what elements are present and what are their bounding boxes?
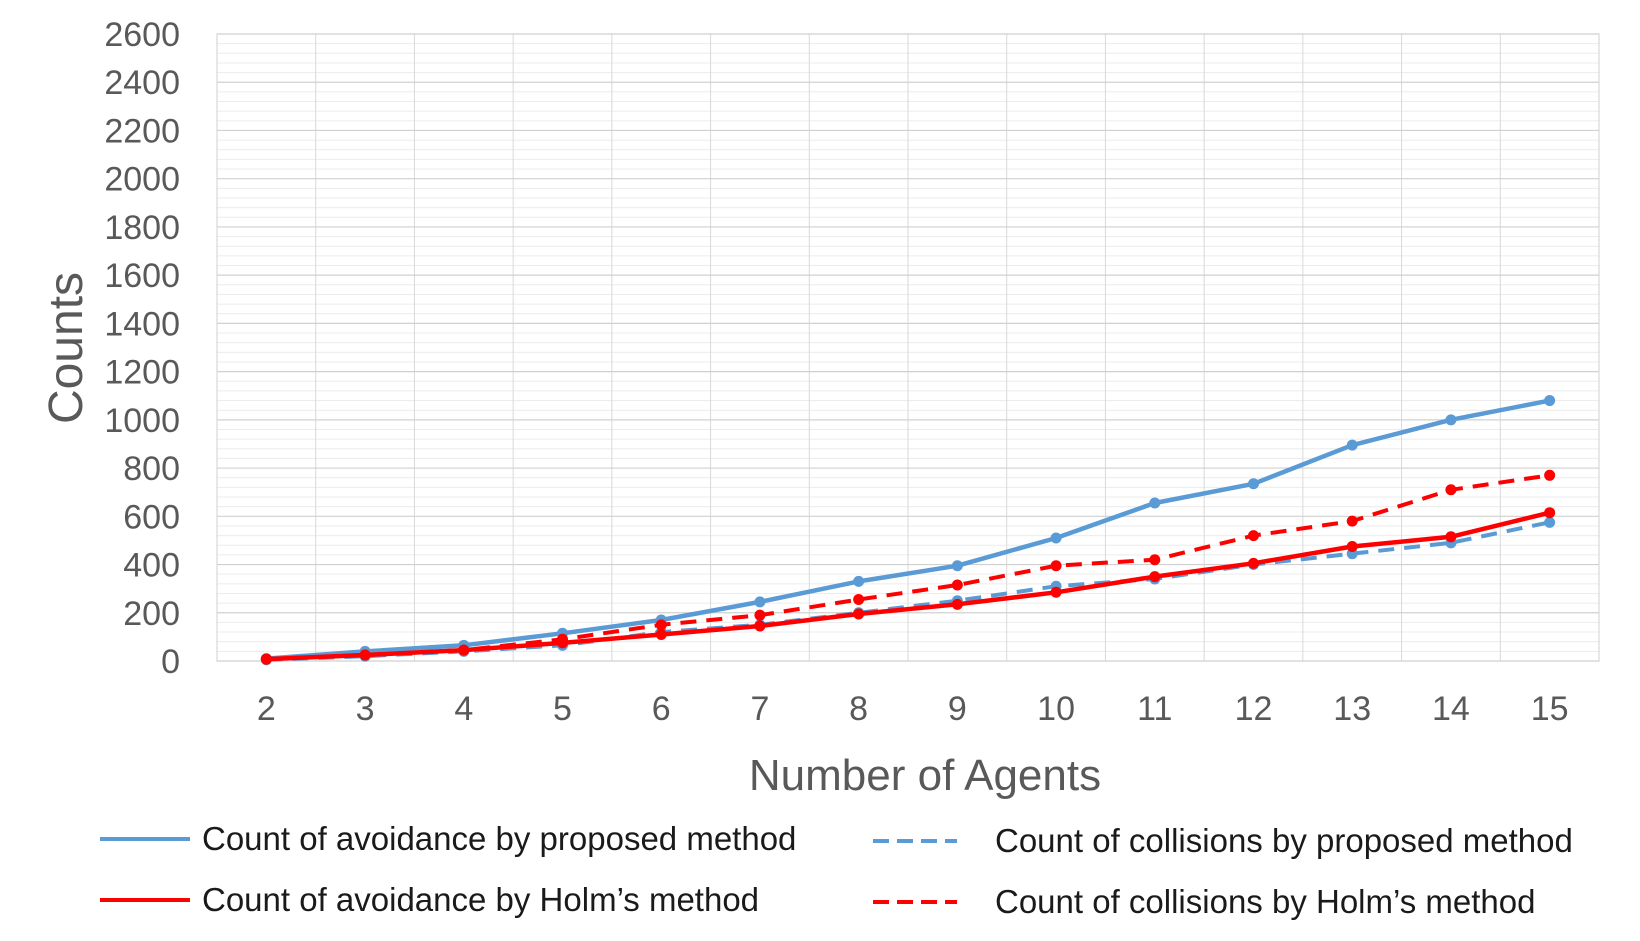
y-tick-label: 200: [123, 595, 180, 633]
data-point: [1050, 532, 1062, 544]
data-point: [951, 598, 963, 610]
data-point: [754, 609, 766, 621]
x-tick-label: 15: [1531, 690, 1569, 728]
data-point: [951, 579, 963, 591]
data-point: [951, 560, 963, 572]
x-axis-ticks: 2 3 4 5 6 7 8 9 10 11 12 13 14 15: [257, 690, 1569, 728]
data-point: [1346, 515, 1358, 527]
data-point: [1149, 497, 1161, 509]
y-tick-label: 1800: [104, 209, 180, 247]
y-axis-ticks: 0 200 400 600 800 1000 1200 1400 1600 1800 2000 220…: [104, 16, 180, 681]
data-point: [1248, 478, 1259, 490]
data-point: [1149, 571, 1161, 583]
data-point: [853, 608, 865, 620]
y-tick-label: 1000: [104, 402, 180, 440]
y-tick-label: 1200: [104, 354, 180, 392]
data-point: [1346, 439, 1358, 451]
data-point: [260, 653, 272, 665]
data-point: [1050, 586, 1062, 598]
data-point: [1544, 507, 1556, 519]
data-point: [1149, 554, 1161, 566]
x-tick-label: 13: [1333, 690, 1371, 728]
series-lines: [260, 395, 1556, 666]
data-point: [1248, 530, 1259, 542]
data-point: [1445, 484, 1457, 496]
series-line: [266, 398, 1551, 661]
data-point: [655, 628, 667, 640]
y-tick-label: 2600: [104, 16, 180, 54]
data-point: [1050, 560, 1062, 572]
y-tick-label: 400: [123, 547, 180, 585]
data-point: [754, 596, 766, 608]
data-point: [1445, 414, 1457, 426]
data-point: [359, 649, 371, 661]
y-tick-label: 1400: [104, 305, 180, 343]
data-point: [1248, 557, 1259, 569]
plot-area-border: [216, 33, 1600, 662]
x-tick-label: 8: [849, 690, 868, 728]
x-tick-label: 11: [1137, 690, 1172, 728]
y-tick-label: 1600: [104, 257, 180, 295]
y-tick-label: 2200: [104, 112, 180, 150]
x-tick-label: 6: [652, 690, 671, 728]
x-tick-label: 3: [356, 690, 375, 728]
data-point: [1544, 395, 1556, 407]
data-point: [1544, 516, 1556, 528]
data-point: [557, 633, 568, 645]
data-point: [1544, 469, 1556, 481]
x-tick-label: 7: [750, 690, 769, 728]
data-point: [1346, 540, 1358, 552]
series-line: [266, 473, 1550, 662]
x-tick-label: 14: [1432, 690, 1470, 728]
y-tick-label: 800: [123, 450, 180, 488]
data-point: [853, 594, 865, 606]
data-point: [754, 620, 766, 632]
x-axis-label: Number of Agents: [749, 751, 1101, 800]
y-axis-label: Counts: [40, 272, 93, 424]
series-4: [260, 469, 1556, 665]
x-tick-label: 12: [1235, 690, 1273, 728]
grid: [217, 33, 1599, 662]
x-tick-label: 2: [257, 690, 276, 728]
x-tick-label: 5: [553, 690, 572, 728]
data-point: [853, 575, 865, 587]
y-tick-label: 0: [161, 643, 180, 681]
y-tick-label: 2000: [104, 161, 180, 199]
data-point: [458, 644, 470, 656]
data-point: [1445, 531, 1457, 543]
x-tick-label: 9: [948, 690, 967, 728]
y-tick-label: 2400: [104, 64, 180, 102]
data-point: [655, 619, 667, 631]
y-tick-label: 600: [123, 498, 180, 536]
x-tick-label: 10: [1037, 690, 1075, 728]
x-tick-label: 4: [454, 690, 473, 728]
